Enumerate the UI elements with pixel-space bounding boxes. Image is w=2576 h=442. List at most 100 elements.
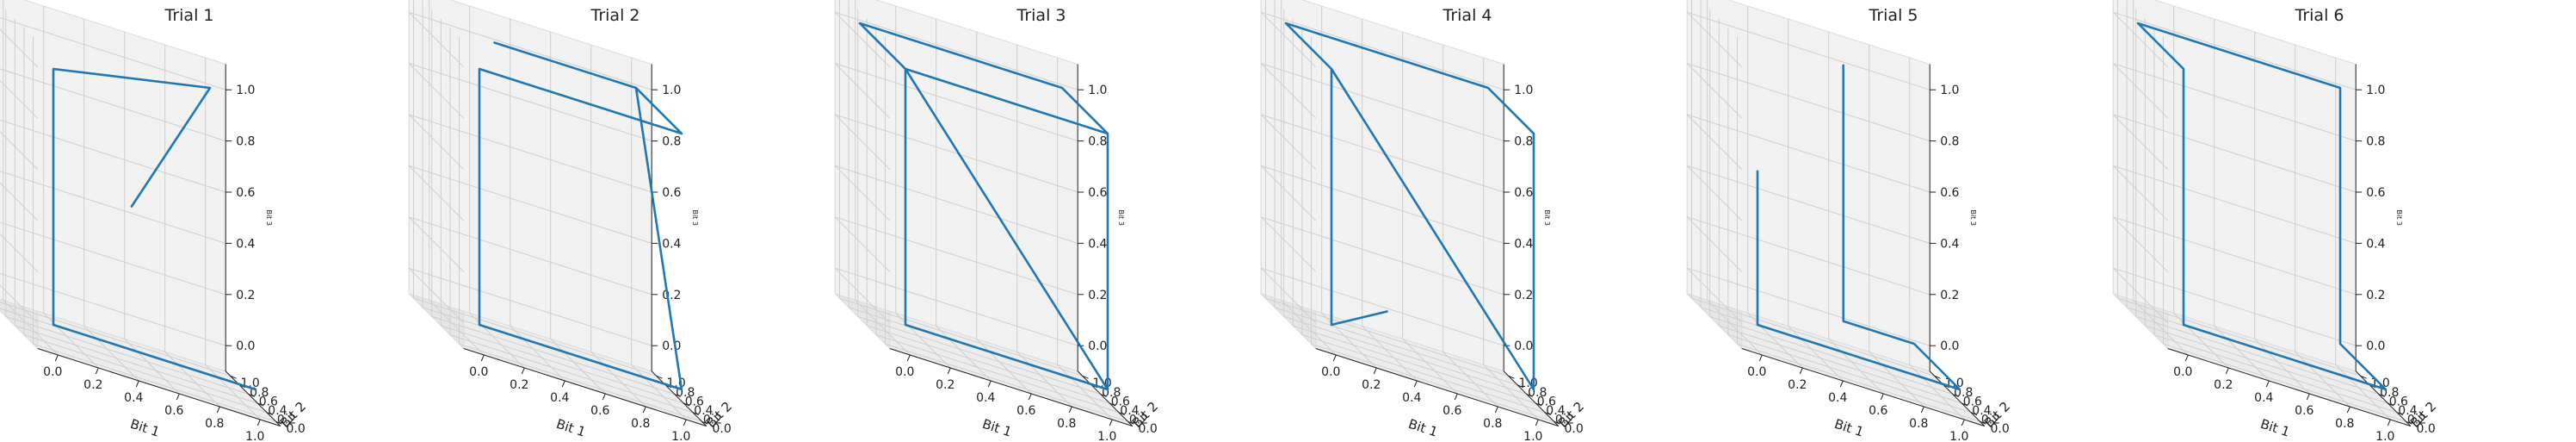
grid-y-floor (1737, 343, 1980, 422)
z-tick-label: 0.8 (1088, 135, 1107, 149)
y-tick-label: 0.2 (1129, 414, 1148, 427)
y-tick-mark (230, 375, 237, 379)
z-tick-label: 1.0 (1514, 84, 1533, 97)
x-tick-mark (1413, 380, 1418, 388)
y-tick-mark (2388, 402, 2394, 407)
y-tick-label: 0.4 (1972, 404, 1991, 418)
grid-x-floor (1909, 364, 1965, 420)
y-axis-line (1503, 370, 1560, 426)
chart-trial-3: 0.00.20.40.60.81.00.00.20.40.60.81.00.00… (834, 0, 1161, 442)
grid-z-left (0, 79, 39, 119)
x-tick-mark (1373, 367, 1377, 375)
z-tick-label: 1.0 (236, 84, 255, 97)
y-tick-label: 0.2 (703, 414, 722, 427)
z-tick-label: 1.0 (662, 84, 681, 97)
grid-x-floor (2335, 364, 2391, 420)
grid-z-left (0, 131, 39, 170)
x-axis-label: Bit 1 (1832, 416, 1866, 440)
x-tick-label: 0.6 (590, 404, 609, 418)
x-tick-label: 0.0 (2173, 365, 2192, 379)
chart-title: Trial 2 (590, 6, 640, 25)
grid-z-left (834, 11, 891, 68)
grid-z-left (834, 63, 891, 119)
x-tick-label: 0.2 (1362, 378, 1381, 392)
grid-z-back (835, 114, 1078, 193)
y-axis-line (651, 370, 707, 426)
z-tick-label: 0.4 (236, 237, 255, 251)
grid-z-back (1261, 216, 1504, 296)
chart-trial-1: 0.00.20.40.60.81.00.00.20.40.60.81.00.00… (0, 0, 309, 442)
y-tick-mark (1535, 402, 1542, 407)
grid-z-back (409, 267, 652, 346)
x-tick-mark (2387, 419, 2391, 426)
x-axis-line (1741, 348, 1985, 426)
grid-z-left (2112, 114, 2169, 170)
y-tick-label: 0.6 (1537, 395, 1556, 408)
x-tick-mark (602, 393, 606, 401)
x-tick-mark (1109, 419, 1113, 426)
chart-title: Trial 1 (164, 6, 214, 25)
series-line (858, 22, 1109, 391)
grid-y-floor (2135, 315, 2379, 395)
y-tick-mark (2360, 375, 2367, 379)
x-tick-label: 0.8 (1057, 417, 1076, 431)
z-tick-label: 0.0 (236, 339, 255, 353)
y-tick-mark (1554, 420, 1560, 425)
x-tick-label: 0.4 (976, 391, 995, 405)
y-axis-line (225, 370, 281, 426)
grid-x-floor (83, 326, 139, 382)
grid-x-floor (2254, 339, 2310, 395)
grid-z-back (1687, 114, 1930, 193)
x-tick-mark (216, 406, 220, 414)
grid-z-back (835, 165, 1078, 244)
x-tick-label: 0.2 (936, 378, 954, 392)
x-tick-mark (2346, 406, 2351, 414)
grid-x-floor (2133, 300, 2189, 356)
grid-z-left (2112, 63, 2169, 119)
grid-y-floor (1727, 334, 1972, 414)
series-line (52, 67, 257, 391)
y-axis-line (2355, 370, 2412, 426)
z-tick-label: 0.4 (1088, 237, 1107, 251)
grid-z-left (1260, 11, 1317, 68)
y-tick-label: 0.2 (1555, 414, 1574, 427)
grid-z-left (1260, 267, 1317, 324)
x-tick-label: 1.0 (2375, 430, 2394, 442)
z-tick-label: 0.2 (236, 289, 255, 302)
grid-z-back (409, 216, 652, 296)
grid-z-left (0, 284, 39, 324)
grid-x-floor (1707, 300, 1763, 356)
z-tick-label: 1.0 (1088, 84, 1107, 97)
y-axis-line (1077, 370, 1134, 426)
grid-z-back (409, 114, 652, 193)
grid-x-floor (2295, 352, 2351, 408)
grid-z-back (1687, 11, 1930, 90)
y-tick-label: 0.0 (1991, 422, 2010, 436)
z-tick-label: 0.4 (2366, 237, 2385, 251)
grid-z-back (409, 11, 652, 90)
y-tick-mark (1961, 402, 1968, 407)
y-tick-mark (656, 375, 663, 379)
grid-x-floor (1788, 326, 1844, 382)
x-tick-mark (95, 367, 99, 375)
x-tick-label: 0.8 (205, 417, 224, 431)
grid-z-left (1260, 216, 1317, 272)
y-tick-label: 0.6 (259, 395, 278, 408)
grid-x-floor (590, 352, 646, 408)
chart-title: Trial 5 (1869, 6, 1918, 25)
z-tick-label: 0.4 (1940, 237, 1959, 251)
grid-z-left (408, 165, 465, 221)
z-tick-label: 0.2 (1940, 289, 1959, 302)
x-tick-mark (2225, 367, 2229, 375)
z-axis-label: Bit 3 (2395, 209, 2403, 225)
grid-y-floor (2117, 297, 2361, 377)
x-tick-mark (1332, 354, 1337, 362)
x-tick-label: 0.4 (124, 391, 143, 405)
grid-z-back (2113, 216, 2357, 296)
x-tick-mark (521, 367, 525, 375)
grid-x-floor (1869, 352, 1924, 408)
x-tick-label: 0.8 (1909, 417, 1928, 431)
z-axis-label: Bit 3 (691, 209, 699, 225)
z-tick-label: 0.6 (662, 186, 681, 200)
